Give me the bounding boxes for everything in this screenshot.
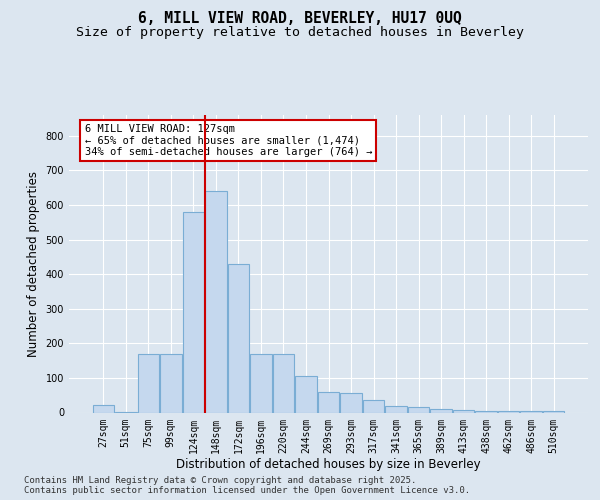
- Bar: [295, 376, 317, 412]
- Bar: [182, 212, 204, 412]
- Bar: [363, 400, 384, 412]
- Bar: [160, 354, 182, 412]
- Text: Contains HM Land Registry data © Crown copyright and database right 2025.
Contai: Contains HM Land Registry data © Crown c…: [24, 476, 470, 495]
- X-axis label: Distribution of detached houses by size in Beverley: Distribution of detached houses by size …: [176, 458, 481, 471]
- Text: 6, MILL VIEW ROAD, BEVERLEY, HU17 0UQ: 6, MILL VIEW ROAD, BEVERLEY, HU17 0UQ: [138, 11, 462, 26]
- Bar: [475, 411, 497, 412]
- Bar: [273, 354, 294, 412]
- Bar: [385, 406, 407, 412]
- Bar: [205, 191, 227, 412]
- Bar: [250, 354, 272, 412]
- Text: 6 MILL VIEW ROAD: 127sqm
← 65% of detached houses are smaller (1,474)
34% of sem: 6 MILL VIEW ROAD: 127sqm ← 65% of detach…: [85, 124, 372, 157]
- Bar: [318, 392, 339, 412]
- Bar: [340, 394, 362, 412]
- Bar: [453, 410, 475, 412]
- Bar: [430, 409, 452, 412]
- Bar: [137, 354, 159, 412]
- Bar: [408, 408, 429, 412]
- Y-axis label: Number of detached properties: Number of detached properties: [27, 171, 40, 357]
- Text: Size of property relative to detached houses in Beverley: Size of property relative to detached ho…: [76, 26, 524, 39]
- Bar: [498, 411, 520, 412]
- Bar: [228, 264, 249, 412]
- Bar: [92, 405, 114, 412]
